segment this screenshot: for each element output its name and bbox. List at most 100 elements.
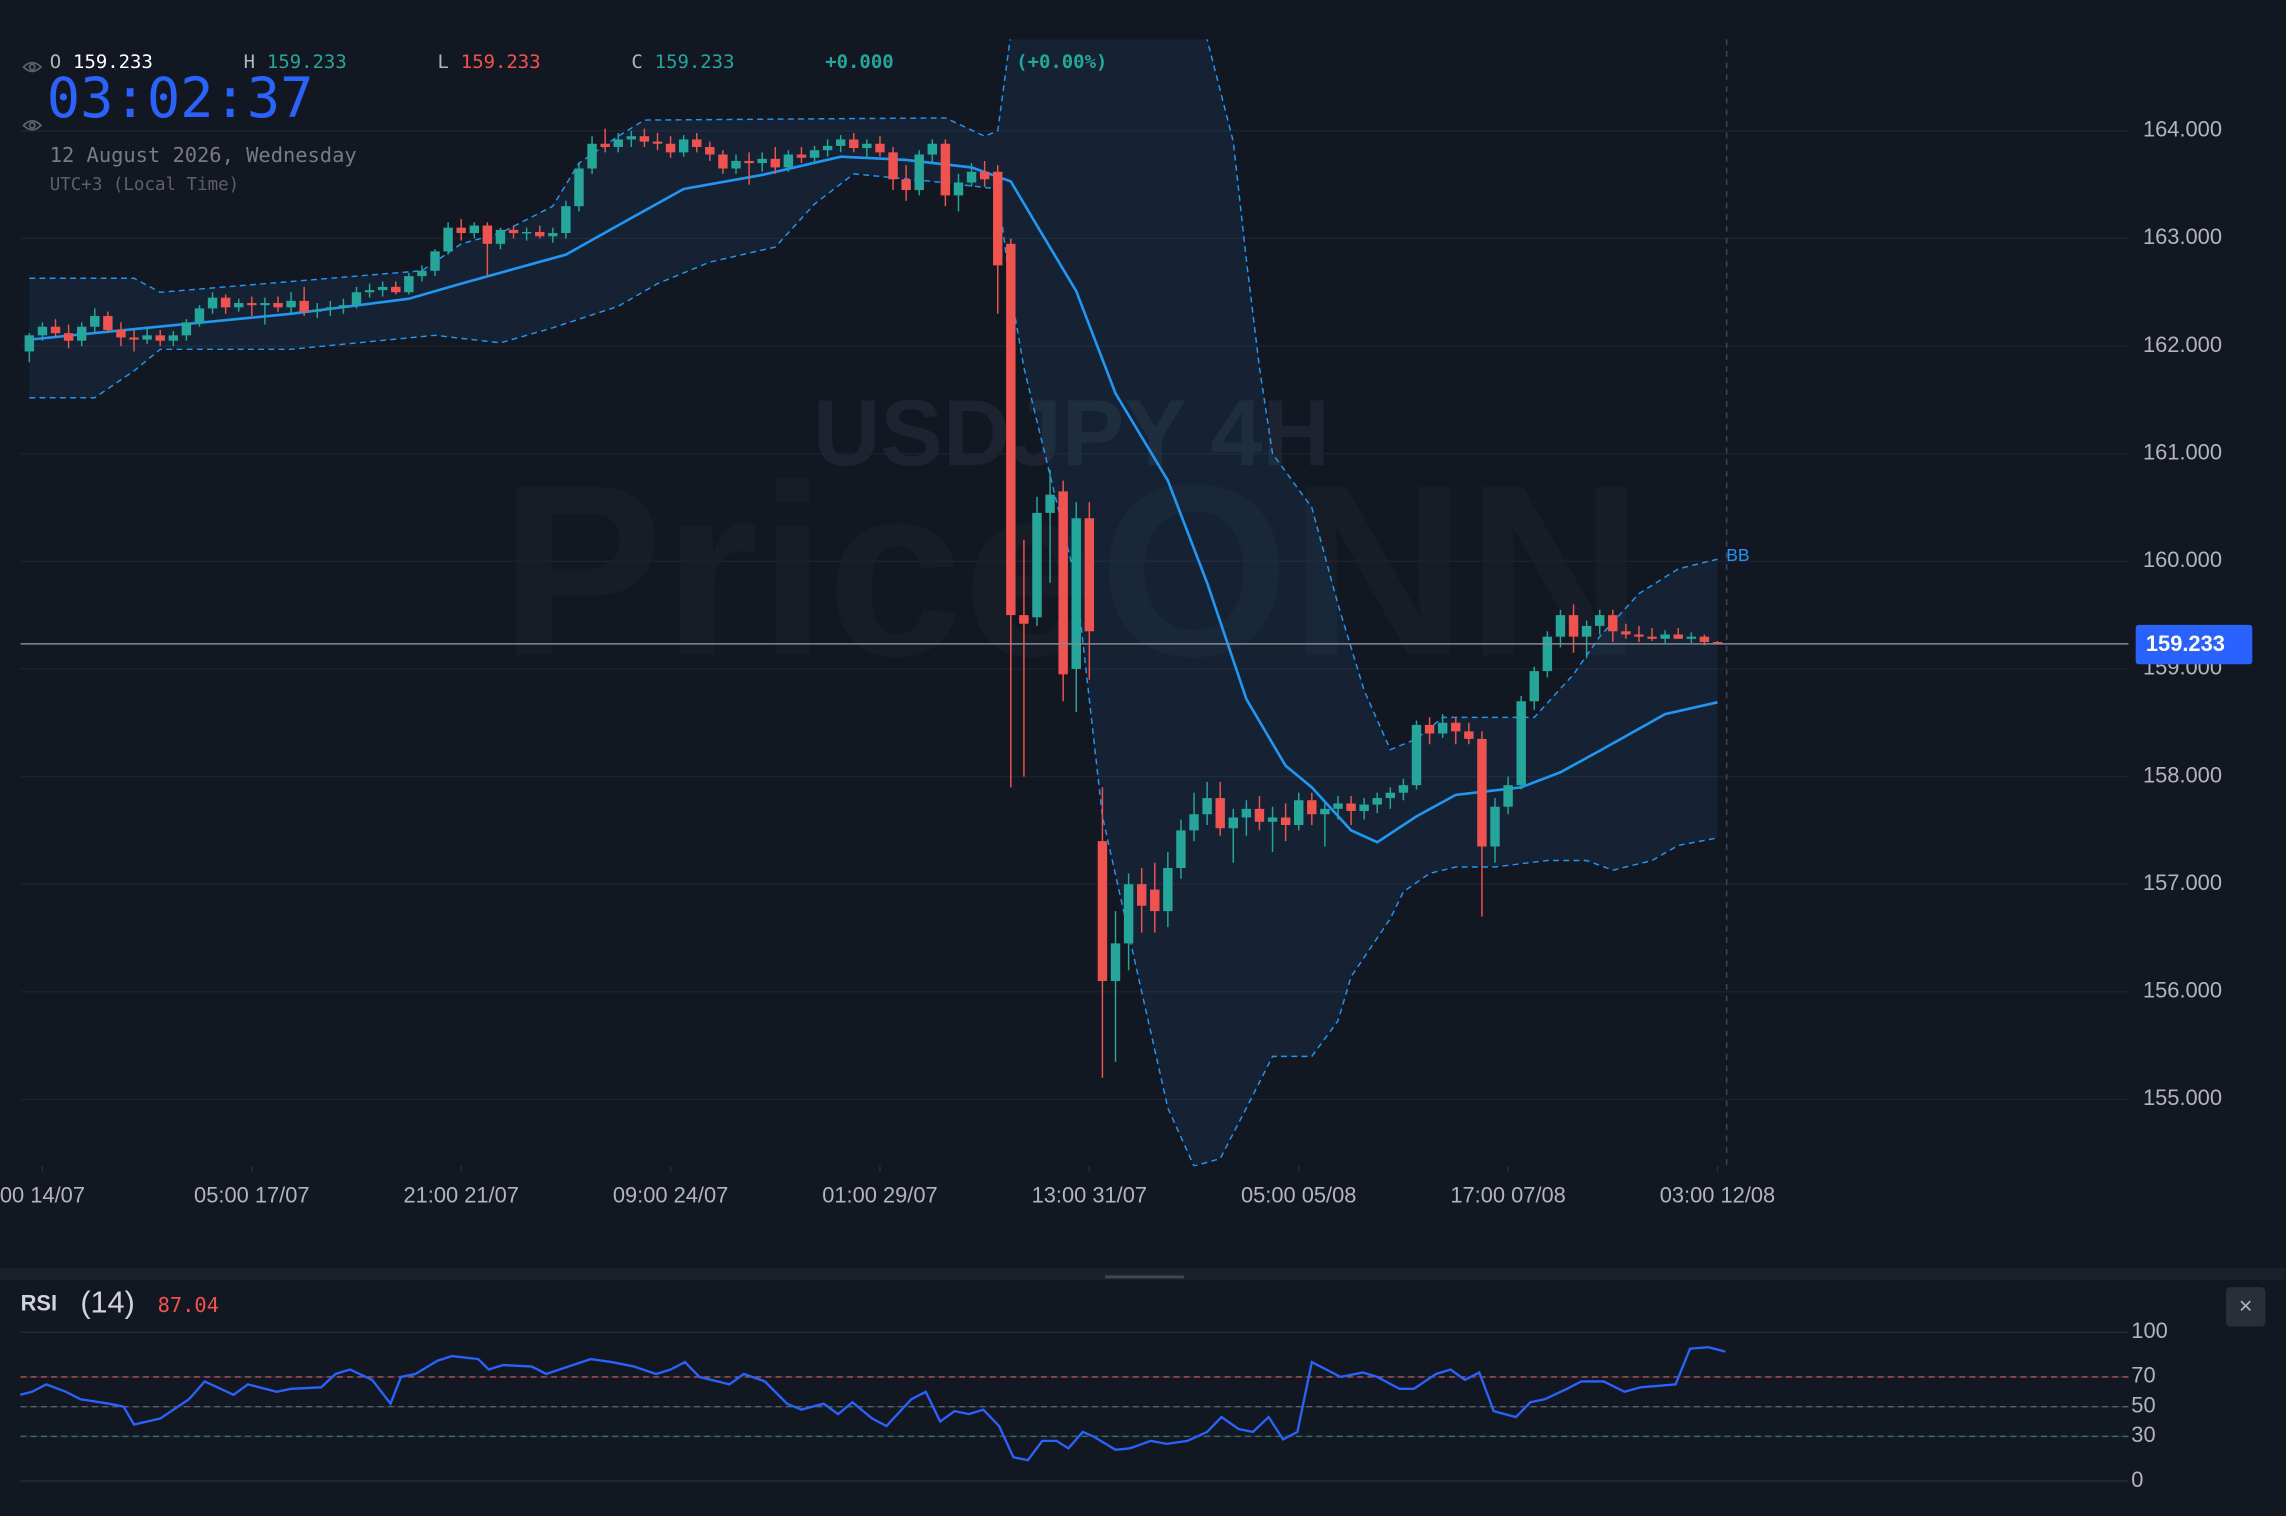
watermark-symbol: USDJPY 4H: [813, 381, 1330, 485]
candle-body: [940, 143, 951, 196]
x-tick-label: 00 14/07: [0, 1183, 85, 1208]
candle-body: [914, 154, 924, 191]
candle-body: [862, 143, 872, 149]
candle-body: [181, 322, 192, 336]
candle-body: [377, 286, 388, 291]
y-tick-label: 158.000: [2143, 762, 2222, 787]
candle-body: [1437, 722, 1448, 734]
candle-body: [521, 232, 532, 234]
candle-body: [234, 303, 244, 308]
candle-body: [665, 143, 676, 153]
y-tick-label: 70: [2131, 1363, 2155, 1388]
candle-body: [1424, 724, 1435, 734]
candle-body: [1464, 731, 1474, 739]
candle-body: [561, 206, 571, 234]
candle-body: [1307, 800, 1317, 815]
price-pane: 155.000156.000157.000158.000159.000160.0…: [0, 39, 2253, 1208]
close-button[interactable]: [2226, 1287, 2266, 1327]
band-fill: [29, 39, 1718, 1167]
candle-body: [993, 171, 1003, 266]
candle-body: [875, 143, 885, 153]
candle-body: [351, 292, 362, 306]
y-tick-label: 160.000: [2143, 547, 2222, 572]
candle-body: [1594, 615, 1605, 626]
candle-body: [1241, 808, 1252, 818]
candle-body: [325, 307, 336, 310]
rsi-line: [19, 1346, 1726, 1462]
eye-icon: [22, 61, 43, 131]
legend-label: H: [244, 51, 255, 73]
candle-body: [626, 136, 637, 140]
x-tick-label: 03:00 12/08: [1660, 1183, 1775, 1208]
y-tick-label: 50: [2131, 1392, 2155, 1417]
change: +0.000: [825, 51, 893, 73]
candle-body: [1163, 868, 1173, 912]
candle-body: [1320, 808, 1330, 815]
candle-body: [116, 329, 126, 338]
candle-body: [1686, 636, 1697, 639]
candle-body: [482, 225, 493, 244]
candle-body: [391, 286, 401, 293]
y-tick-label: 157.000: [2143, 870, 2222, 895]
candle-body: [639, 136, 650, 142]
candle-body: [338, 305, 349, 308]
band-label: BB: [1726, 545, 1749, 565]
candle-body: [1542, 636, 1553, 672]
x-tick-label: 17:00 07/08: [1450, 1183, 1565, 1208]
candle-body: [901, 179, 911, 191]
candle-body: [76, 326, 87, 341]
pane-separator[interactable]: [0, 1268, 2286, 1280]
candle-body: [364, 290, 375, 293]
timezone: UTC+3 (Local Time): [50, 175, 239, 195]
plot-area: [24, 39, 1723, 1167]
candle-body: [1280, 817, 1291, 825]
candle-body: [1202, 798, 1212, 815]
candle-body: [783, 154, 794, 168]
candle-body: [1267, 817, 1278, 822]
candle-body: [692, 139, 702, 147]
candle-body: [103, 315, 113, 330]
candle-body: [90, 315, 100, 327]
candle-body: [63, 333, 74, 341]
candle-body: [1634, 634, 1644, 637]
candle-body: [24, 335, 35, 352]
candle-body: [417, 270, 427, 277]
candle-body: [1516, 701, 1526, 786]
candle-body: [731, 160, 741, 169]
candle-body: [1411, 724, 1422, 786]
x-tick-label: 01:00 29/07: [822, 1183, 937, 1208]
legend-label: C: [631, 51, 642, 73]
legend-value: 159.233: [73, 51, 153, 73]
legend-value: 159.233: [655, 51, 735, 73]
candle-body: [1294, 800, 1304, 825]
y-tick-label: 162.000: [2143, 332, 2222, 357]
candle-body: [1699, 636, 1710, 643]
candle-body: [508, 229, 519, 234]
candle-body: [849, 139, 859, 149]
legend-label: L: [437, 51, 448, 73]
close-icon[interactable]: ×: [2239, 1293, 2253, 1319]
legend-value: 159.233: [267, 51, 347, 73]
candle-body: [1503, 785, 1513, 807]
candle-body: [1346, 803, 1356, 812]
candle-body: [1529, 671, 1539, 702]
candle-body: [835, 139, 846, 146]
candle-body: [796, 154, 807, 158]
band-lower: [29, 173, 1718, 1167]
candle-body: [574, 168, 584, 207]
x-tick-label: 13:00 31/07: [1032, 1183, 1147, 1208]
rsi-value: 87.04: [158, 1293, 219, 1317]
legend-header: O 159.233 H 159.233 L 159.233 C 159.233 …: [22, 51, 1107, 195]
candle-body: [770, 158, 780, 168]
candle-body: [888, 152, 898, 180]
candle-body: [1136, 884, 1147, 906]
y-tick-label: 0: [2131, 1467, 2143, 1492]
candle-body: [809, 150, 820, 158]
candle-body: [1032, 512, 1042, 618]
legend-value: 159.233: [461, 51, 541, 73]
candle-body: [744, 160, 754, 164]
candle-body: [1228, 817, 1239, 829]
x-tick-label: 09:00 24/07: [613, 1183, 728, 1208]
